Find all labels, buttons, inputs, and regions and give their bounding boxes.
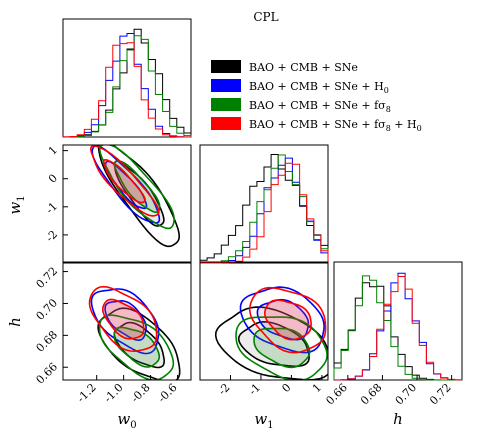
- contour-sigma1-series-2: [253, 327, 311, 369]
- contour-sigma2-series-1: [90, 288, 160, 355]
- legend-label-2: BAO + CMB + SNe + fσ8: [249, 99, 391, 114]
- ytick-label-h-1: 0.68: [34, 328, 61, 355]
- fill-sigma1-3: [264, 300, 312, 340]
- fill-sigma1-0: [114, 322, 165, 368]
- xtick-label-w0-2: -0.8: [129, 381, 153, 405]
- fill-sigma1-1: [105, 161, 147, 209]
- contour-sigma2-series-0: [97, 307, 181, 380]
- ytick-label-h-2: 0.70: [34, 296, 61, 323]
- contour-sigma2-series-1: [239, 286, 325, 354]
- legend-label-0: BAO + CMB + SNe: [249, 61, 358, 74]
- contours-w0-h: [88, 285, 181, 380]
- panel-frame-h: [333, 261, 463, 381]
- legend-swatch-1: [211, 79, 241, 92]
- legend-swatch-3: [211, 117, 241, 130]
- contour-sigma1-series-3: [263, 299, 312, 341]
- xtick-label-h-3: 0.72: [427, 381, 454, 408]
- xtick-label-w0-0: -1.2: [75, 381, 99, 405]
- panel-frame-w0-w1: [62, 144, 192, 264]
- ytick-label-w1-2: 0: [46, 172, 60, 186]
- xtick-label-h-2: 0.70: [393, 381, 420, 408]
- contour-sigma2-series-2: [98, 314, 175, 380]
- ylabel-h: h: [6, 317, 24, 327]
- fill-sigma1-1: [257, 299, 309, 340]
- legend-swatch-0: [211, 60, 241, 73]
- xtick-label-h-1: 0.68: [358, 381, 385, 408]
- fill-sigma1-3: [103, 159, 146, 203]
- hist-w0-series-3: [62, 42, 191, 138]
- legend-label-3: BAO + CMB + SNe + fσ8 + H0: [249, 118, 422, 133]
- ytick-label-w1-0: -2: [43, 228, 60, 245]
- xtick-label-w1-3: 1: [310, 381, 324, 395]
- contour-sigma1-series-3: [101, 298, 145, 340]
- xtick-label-w0-1: -1.0: [102, 381, 126, 405]
- hist-w1-series-3: [200, 162, 329, 264]
- xtick-label-w1-1: -1: [246, 381, 263, 398]
- ylabel-w1: w1: [6, 195, 27, 214]
- fill-sigma1-3: [102, 299, 144, 339]
- xlabel-w0: w0: [117, 410, 136, 431]
- contour-sigma2-series-3: [88, 285, 158, 353]
- contour-sigma1-series-2: [113, 326, 161, 368]
- ytick-label-h-3: 0.72: [34, 264, 61, 291]
- xtick-label-w1-0: -2: [216, 381, 233, 398]
- contour-sigma1-series-3: [102, 158, 146, 204]
- chart-title: CPL: [253, 10, 278, 24]
- contour-sigma1-series-2: [113, 160, 161, 214]
- contour-sigma2-series-0: [97, 145, 181, 248]
- xtick-label-w0-3: -0.6: [155, 381, 179, 405]
- contours-w0-w1: [89, 145, 181, 248]
- hist-h-series-3: [333, 276, 463, 381]
- legend-swatch-2: [211, 98, 241, 111]
- ytick-label-w1-1: -1: [43, 200, 60, 217]
- contour-sigma2-series-0: [214, 306, 328, 380]
- ytick-label-w1-3: 1: [46, 144, 60, 158]
- panel-frame-w0: [62, 18, 192, 138]
- xtick-label-w1-2: 0: [279, 381, 293, 395]
- fill-sigma1-0: [114, 161, 164, 226]
- hist-w0-series-0: [63, 28, 192, 138]
- contours-w1-h: [214, 286, 328, 380]
- ytick-label-h-0: 0.66: [34, 360, 61, 387]
- xtick-label-h-0: 0.66: [323, 381, 350, 408]
- xlabel-h: h: [393, 410, 403, 428]
- contour-sigma2-series-2: [235, 316, 328, 380]
- panel-frame-w0-h: [62, 261, 192, 381]
- panel-frame-w1-h: [199, 261, 329, 381]
- legend-label-1: BAO + CMB + SNe + H0: [249, 80, 389, 95]
- panel-frame-w1: [199, 144, 329, 264]
- legend: BAO + CMB + SNe BAO + CMB + SNe + H0 BAO +…: [211, 60, 422, 133]
- contour-sigma1-series-1: [104, 160, 148, 210]
- contour-sigma2-series-3: [89, 145, 160, 217]
- hist-h-series-2: [333, 275, 462, 381]
- hist-w1-series-0: [199, 154, 329, 263]
- xlabel-w1: w1: [254, 410, 273, 431]
- hist-w0-series-2: [63, 35, 192, 138]
- contour-sigma2-series-2: [99, 145, 175, 230]
- contour-sigma2-series-3: [248, 286, 327, 354]
